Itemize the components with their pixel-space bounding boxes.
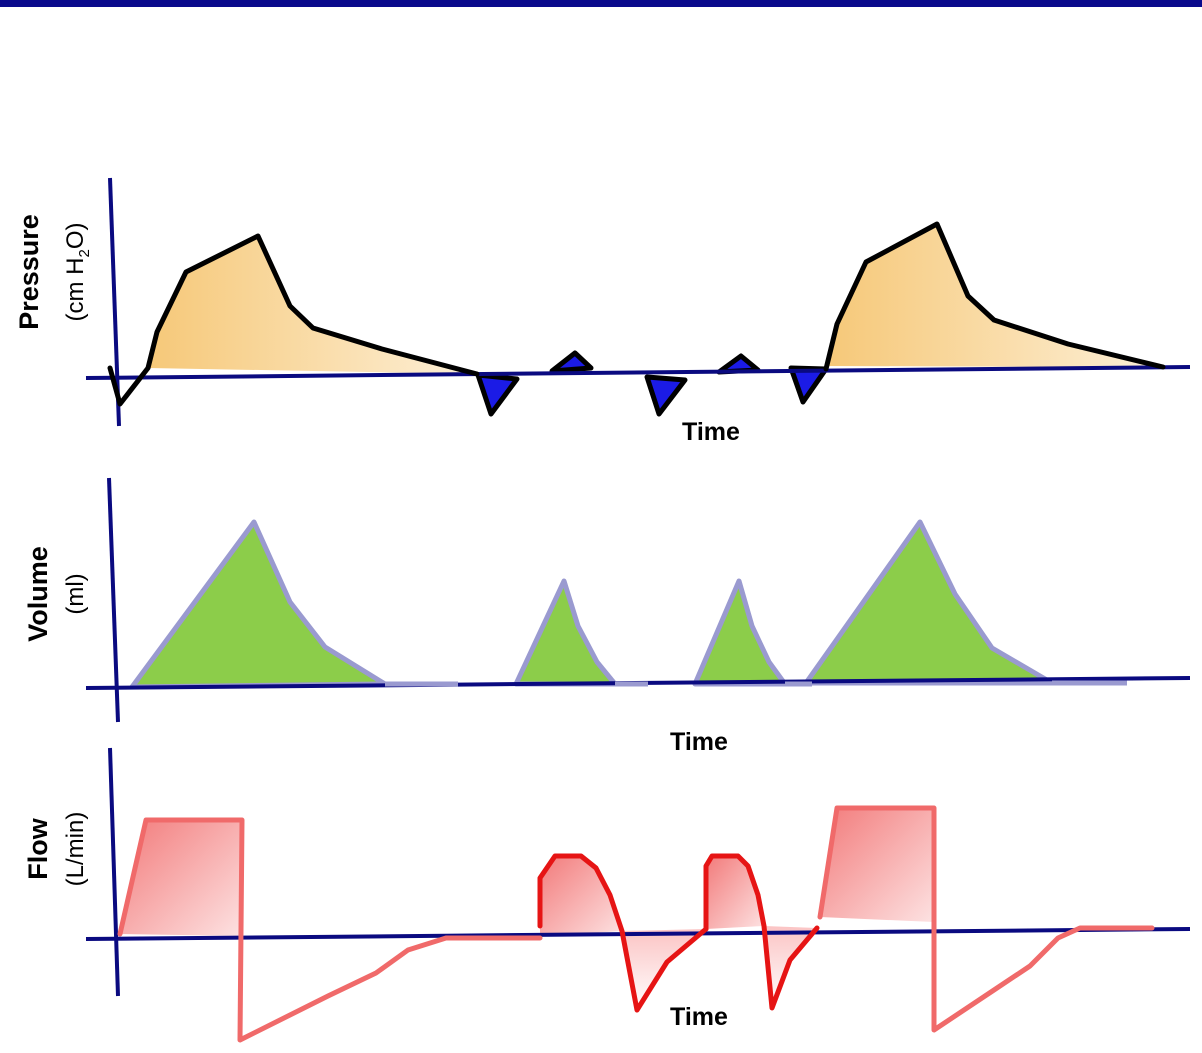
- top-bar: [0, 0, 1202, 7]
- volume-breath-1: [129, 519, 388, 690]
- volume-axis-unit: (ml): [62, 573, 89, 614]
- pressure-y-axis: [108, 177, 121, 427]
- flow-x-axis: [85, 927, 1191, 941]
- volume-breath-2: [803, 519, 1055, 686]
- volume-spont-1: [513, 578, 618, 687]
- flow-breath-1-line: [117, 817, 543, 1043]
- flow-breath-2-fill: [820, 808, 934, 922]
- pressure-dip-2: [644, 374, 688, 417]
- flow-panel: Flow (L/min) Time: [23, 747, 1191, 1043]
- flow-spont-2-line: [703, 853, 820, 1011]
- pressure-breath-2-line: [823, 221, 1166, 372]
- pressure-panel: Pressure (cm H2O) Time: [14, 177, 1191, 446]
- flow-y-axis: [108, 747, 120, 997]
- pressure-breath-2-fill: [826, 224, 1163, 367]
- volume-panel: Volume (ml) Time: [23, 477, 1191, 756]
- flow-spont-1-neg-fill: [622, 929, 706, 1010]
- pressure-dip-3: [788, 365, 829, 405]
- flow-breath-2-line: [817, 805, 1155, 1033]
- flow-x-axis-label: Time: [670, 1003, 728, 1031]
- volume-y-axis: [107, 477, 120, 723]
- pressure-axis-unit: (cm H2O): [62, 223, 93, 322]
- volume-spont-2: [692, 578, 788, 687]
- pressure-x-axis-label: Time: [682, 418, 740, 446]
- volume-x-axis-label: Time: [670, 728, 728, 756]
- pressure-axis-title: Pressure: [14, 214, 44, 330]
- pressure-x-axis: [85, 365, 1191, 380]
- pressure-breath-1-fill: [148, 236, 477, 374]
- flow-axis-unit: (L/min): [62, 812, 89, 887]
- pressure-bump-1: [549, 350, 594, 374]
- volume-axis-title: Volume: [23, 546, 53, 642]
- flow-spont-1-fill: [540, 856, 622, 936]
- flow-breath-1-fill: [120, 820, 242, 936]
- flow-spont-1-line: [537, 853, 709, 1013]
- pressure-breath-1-line: [107, 233, 480, 407]
- flow-axis-title: Flow: [23, 817, 53, 879]
- pressure-dip-1: [475, 372, 520, 417]
